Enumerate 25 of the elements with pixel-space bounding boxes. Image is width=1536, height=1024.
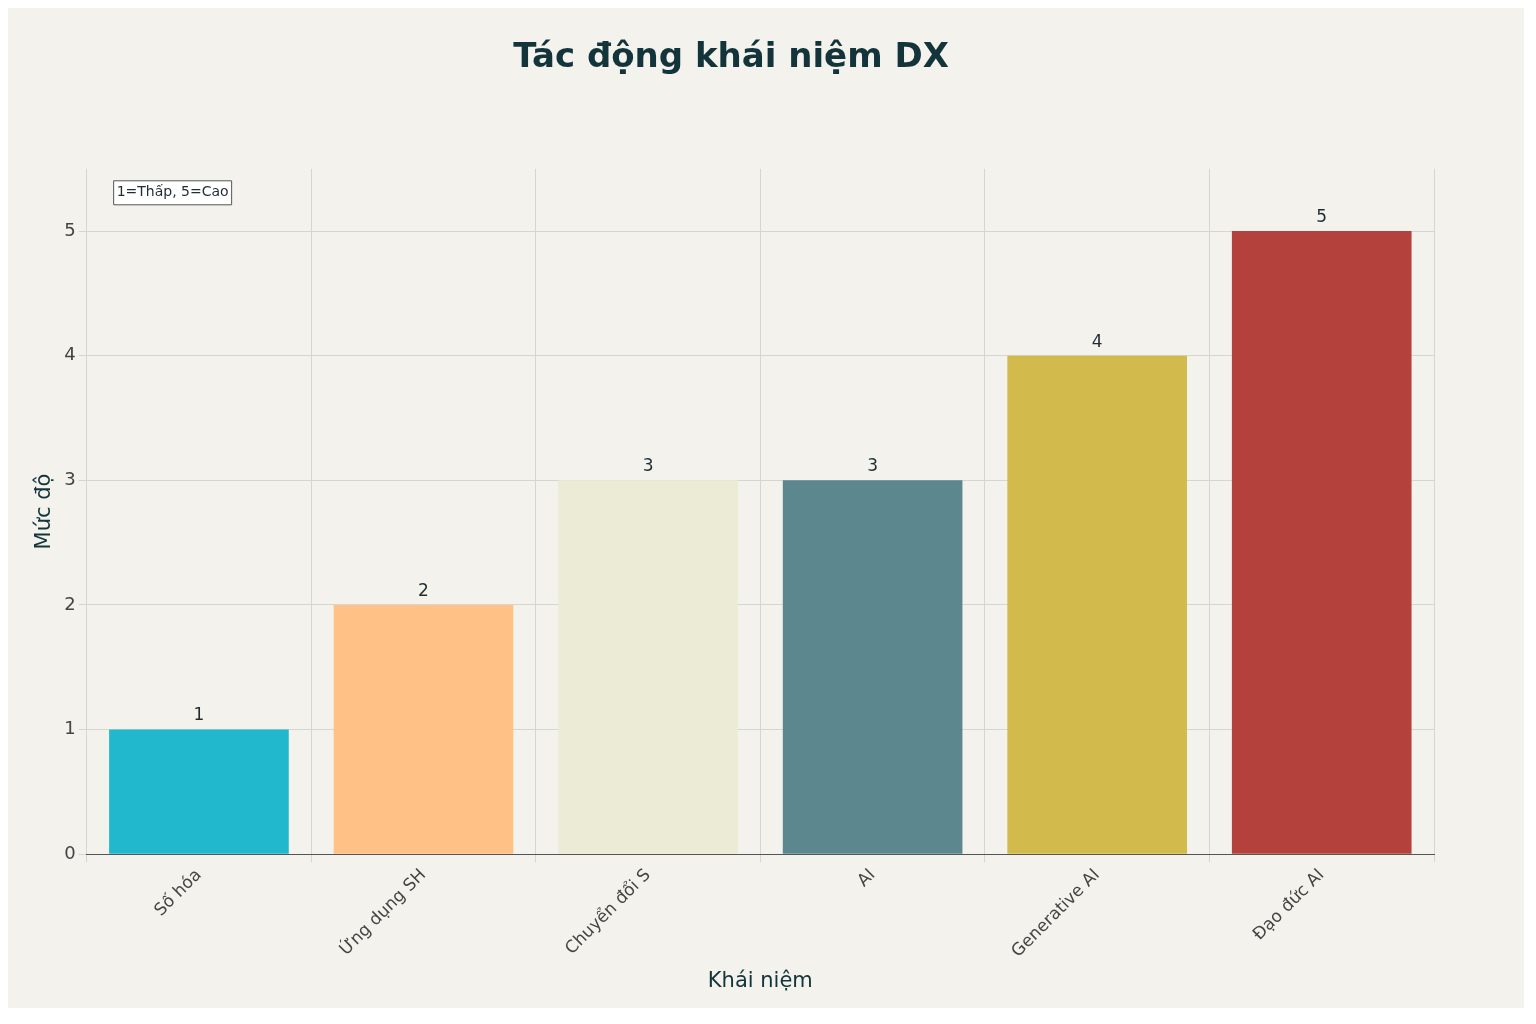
y-tick-label: 3 <box>64 468 76 490</box>
x-axis-title: Khái niệm <box>707 967 813 992</box>
bar <box>1231 231 1412 854</box>
y-tick-label: 4 <box>64 343 76 365</box>
data-label: 4 <box>1091 330 1103 351</box>
y-tick-label: 1 <box>64 717 76 739</box>
bar <box>109 729 289 854</box>
y-tick-label: 0 <box>64 841 76 863</box>
x-tick-label: Số hóa <box>149 864 205 920</box>
bar <box>558 480 738 854</box>
y-axis-title: Mức độ <box>31 473 56 550</box>
data-label: 3 <box>867 455 879 476</box>
bar <box>333 604 514 854</box>
annotation: 1=Thấp, 5=Cao <box>116 183 229 200</box>
data-label: 2 <box>418 579 429 600</box>
bar <box>782 480 963 854</box>
y-tick-label: 5 <box>64 218 76 240</box>
data-label: 3 <box>642 455 654 476</box>
y-tick-label: 2 <box>64 592 76 614</box>
bar <box>1007 355 1187 854</box>
data-label: 1 <box>193 704 205 725</box>
x-tick-label: Đạo đức AI <box>1248 864 1328 944</box>
x-tick-label: AI <box>852 864 879 891</box>
chart-title: Tác động khái niệm DX <box>513 35 949 76</box>
data-label: 5 <box>1316 206 1328 227</box>
